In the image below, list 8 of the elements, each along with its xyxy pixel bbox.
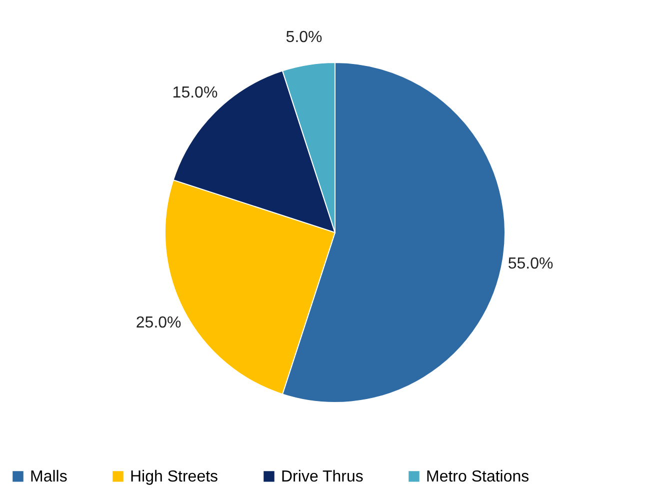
legend-label: Drive Thrus	[281, 468, 364, 486]
data-label: 5.0%	[286, 28, 322, 46]
legend-label: Malls	[30, 468, 68, 486]
data-label: 55.0%	[508, 255, 554, 272]
legend-label: High Streets	[130, 468, 218, 486]
data-label: 15.0%	[172, 84, 218, 102]
data-label: 25.0%	[136, 314, 182, 332]
legend-label: Metro Stations	[426, 468, 530, 486]
